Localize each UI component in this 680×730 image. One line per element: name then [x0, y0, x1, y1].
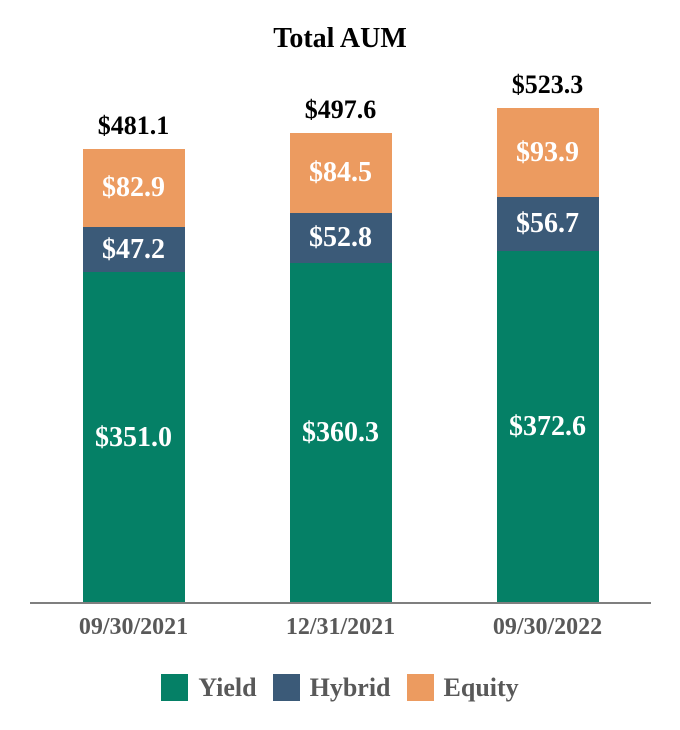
bar-total-label: $497.6: [304, 94, 377, 124]
bar-segment-hybrid: $56.7: [496, 197, 599, 251]
equity-swatch-icon: [406, 674, 434, 701]
bar-total-label: $523.3: [511, 69, 584, 99]
yield-swatch-icon: [161, 674, 189, 701]
bar-segment-hybrid: $52.8: [289, 213, 392, 263]
bar-segment-yield: $351.0: [82, 272, 185, 603]
plot-area: $481.1 $82.9 $47.2 $351.0 $497.6 $84.5 $…: [30, 0, 651, 603]
legend: Yield Hybrid Equity: [0, 674, 680, 701]
bar-group: $523.3 $93.9 $56.7 $372.6: [496, 69, 599, 603]
bar-segment-hybrid: $47.2: [82, 227, 185, 272]
legend-label: Yield: [198, 672, 257, 702]
x-axis-line: [30, 602, 651, 604]
x-axis-label: 09/30/2021: [78, 614, 189, 640]
x-axis-label: 09/30/2022: [492, 614, 603, 640]
bar-segment-yield: $372.6: [496, 251, 599, 603]
legend-item-equity: Equity: [406, 672, 519, 702]
legend-label: Equity: [443, 672, 519, 702]
legend-item-yield: Yield: [161, 672, 257, 702]
bar-segment-yield: $360.3: [289, 263, 392, 603]
legend-item-hybrid: Hybrid: [272, 672, 391, 702]
x-axis-labels: 09/30/2021 12/31/2021 09/30/2022: [30, 604, 651, 642]
chart-title: Total AUM: [273, 23, 407, 54]
bar-segment-equity: $84.5: [289, 133, 392, 213]
bar-total-label: $481.1: [97, 110, 170, 140]
bar-group: $497.6 $84.5 $52.8 $360.3: [289, 94, 392, 603]
bar-group: $481.1 $82.9 $47.2 $351.0: [82, 110, 185, 603]
hybrid-swatch-icon: [272, 674, 300, 701]
bar-segment-equity: $93.9: [496, 108, 599, 197]
x-axis-label: 12/31/2021: [285, 614, 396, 640]
bar-segment-equity: $82.9: [82, 149, 185, 227]
legend-label: Hybrid: [309, 672, 391, 702]
